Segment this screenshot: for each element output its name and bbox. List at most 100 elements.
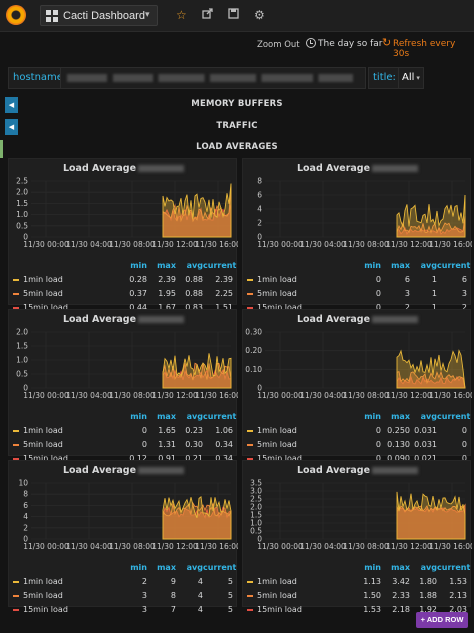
legend-header-current[interactable]: current bbox=[203, 412, 237, 421]
legend-row[interactable]: 15min load 3 7 4 5 bbox=[9, 604, 238, 616]
legend-current: 2.13 bbox=[449, 591, 467, 600]
legend-row[interactable]: 15min load 0.44 1.67 0.83 1.51 bbox=[9, 302, 238, 314]
legend-max: 1.31 bbox=[158, 440, 176, 449]
title-variable-label: title: bbox=[368, 67, 399, 89]
legend-header-max[interactable]: max bbox=[157, 563, 176, 572]
legend-current: 0.34 bbox=[215, 440, 233, 449]
legend-row[interactable]: 5min load 0 3 1 3 bbox=[243, 288, 472, 300]
legend-header-max[interactable]: max bbox=[157, 412, 176, 421]
series-color-swatch bbox=[247, 307, 253, 309]
legend-header-min[interactable]: min bbox=[364, 563, 381, 572]
panel-title[interactable]: Load Average bbox=[243, 465, 472, 476]
row-memory-buffers[interactable]: ◀ MEMORY BUFFERS bbox=[0, 95, 474, 115]
legend-header-current[interactable]: current bbox=[437, 412, 471, 421]
load-average-panel[interactable]: Load Average 2.0 1.5 1.0 0.5 0 11/30 00:00 11/3… bbox=[8, 309, 238, 463]
legend-header-min[interactable]: min bbox=[364, 412, 381, 421]
legend-header-min[interactable]: min bbox=[130, 412, 147, 421]
legend-header-max[interactable]: max bbox=[157, 261, 176, 270]
legend-row[interactable]: 1min load 0 1.65 0.23 1.06 bbox=[9, 425, 238, 437]
legend-header-max[interactable]: max bbox=[391, 261, 410, 270]
refresh-interval[interactable]: Refresh every 30s bbox=[393, 39, 456, 59]
series-name: 5min load bbox=[23, 289, 63, 298]
add-row-button[interactable]: + ADD ROW bbox=[416, 612, 468, 628]
hostname-values-redacted bbox=[67, 74, 353, 82]
y-tick-label: 1.5 bbox=[16, 342, 28, 351]
load-average-panel[interactable]: Load Average 0.30 0.20 0.10 0 11/30 00:00 11/3… bbox=[242, 309, 472, 463]
load-average-panel[interactable]: Load Average 3.5 3.0 2.5 2.0 1.5 1.0 0.5 0 11/30 … bbox=[242, 460, 472, 614]
row-traffic[interactable]: ◀ TRAFFIC bbox=[0, 117, 474, 137]
redacted-host bbox=[372, 467, 419, 474]
legend-header-avg[interactable]: avg bbox=[186, 412, 203, 421]
zoom-out-button[interactable]: Zoom Out bbox=[257, 40, 300, 50]
legend-header-avg[interactable]: avg bbox=[420, 563, 437, 572]
legend-header-min[interactable]: min bbox=[364, 261, 381, 270]
legend-row[interactable]: 1min load 2 9 4 5 bbox=[9, 576, 238, 588]
panel-title[interactable]: Load Average bbox=[243, 314, 472, 325]
legend-header-max[interactable]: max bbox=[391, 563, 410, 572]
legend-header-current[interactable]: current bbox=[437, 563, 471, 572]
share-icon[interactable] bbox=[202, 8, 213, 22]
legend-row[interactable]: 1min load 1.13 3.42 1.80 1.53 bbox=[243, 576, 472, 588]
legend-header-min[interactable]: min bbox=[130, 261, 147, 270]
y-tick-label: 0.5 bbox=[16, 221, 28, 230]
title-variable-select[interactable]: All ▾ bbox=[398, 67, 424, 89]
legend-row[interactable]: 15min load 0.12 0.91 0.21 0.34 bbox=[9, 453, 238, 465]
legend-row[interactable]: 5min load 3 8 4 5 bbox=[9, 590, 238, 602]
load-average-panel[interactable]: Load Average 10 8 6 4 2 0 11/30 00:00 11/30 04:0… bbox=[8, 460, 238, 614]
legend-row[interactable]: 5min load 0 1.31 0.30 0.34 bbox=[9, 439, 238, 451]
legend-row[interactable]: 5min load 0 0.130 0.031 0 bbox=[243, 439, 472, 451]
legend-header-current[interactable]: current bbox=[203, 563, 237, 572]
star-icon[interactable]: ☆ bbox=[176, 8, 187, 22]
series-color-swatch bbox=[247, 581, 253, 583]
gear-icon[interactable]: ⚙ bbox=[254, 8, 265, 22]
panel-title[interactable]: Load Average bbox=[9, 314, 238, 325]
x-tick-label: 11/30 12:00 bbox=[152, 542, 198, 551]
panel-title[interactable]: Load Average bbox=[243, 163, 472, 174]
load-average-panel[interactable]: Load Average 2.5 2.0 1.5 1.0 0.5 0 11/30 00:00 1… bbox=[8, 158, 238, 312]
legend-row[interactable]: 1min load 0.28 2.39 0.88 2.39 bbox=[9, 274, 238, 286]
legend-header-current[interactable]: current bbox=[437, 261, 471, 270]
legend-header-current[interactable]: current bbox=[203, 261, 237, 270]
legend-row[interactable]: 5min load 0.37 1.95 0.88 2.25 bbox=[9, 288, 238, 300]
y-tick-label: 10 bbox=[18, 479, 28, 488]
collapse-row-button[interactable]: ◀ bbox=[5, 119, 18, 135]
collapse-row-button[interactable]: ◀ bbox=[5, 97, 18, 113]
legend-header-avg[interactable]: avg bbox=[186, 261, 203, 270]
time-range-picker[interactable]: The day so far bbox=[318, 39, 383, 49]
load-series-group bbox=[396, 491, 466, 540]
legend-row[interactable]: 15min load 0 2 1 2 bbox=[243, 302, 472, 314]
legend-header-min[interactable]: min bbox=[130, 563, 147, 572]
legend-current: 3 bbox=[461, 289, 467, 298]
panel-title[interactable]: Load Average bbox=[9, 163, 238, 174]
legend-header-avg[interactable]: avg bbox=[420, 412, 437, 421]
legend-row[interactable]: 1min load 0 6 1 6 bbox=[243, 274, 472, 286]
grafana-logo-icon[interactable] bbox=[6, 5, 26, 25]
legend-row[interactable]: 15min load 1.53 2.18 1.92 2.03 bbox=[243, 604, 472, 616]
panel-title[interactable]: Load Average bbox=[9, 465, 238, 476]
dashboard-picker-button[interactable]: Cacti Dashboard ▾ bbox=[40, 5, 158, 26]
legend-row[interactable]: 5min load 1.50 2.33 1.88 2.13 bbox=[243, 590, 472, 602]
series-area-5min-load bbox=[396, 215, 466, 238]
legend-row[interactable]: 15min load 0 0.090 0.021 0 bbox=[243, 453, 472, 465]
legend-header-avg[interactable]: avg bbox=[420, 261, 437, 270]
legend-current: 5 bbox=[227, 591, 233, 600]
legend-header-max[interactable]: max bbox=[391, 412, 410, 421]
save-icon[interactable] bbox=[228, 8, 239, 22]
legend-row[interactable]: 1min load 0 0.250 0.031 0 bbox=[243, 425, 472, 437]
legend-header-avg[interactable]: avg bbox=[186, 563, 203, 572]
row-load-averages[interactable]: LOAD AVERAGES bbox=[0, 138, 474, 158]
hostname-variable-select[interactable] bbox=[60, 67, 366, 89]
legend-min: 0.28 bbox=[129, 275, 147, 284]
y-tick-label: 2.5 bbox=[250, 495, 262, 504]
legend-current: 6 bbox=[461, 275, 467, 284]
legend-max: 0.130 bbox=[387, 440, 410, 449]
series-area-1min-load bbox=[396, 349, 466, 389]
load-average-panel[interactable]: Load Average 8 6 4 2 0 11/30 00:00 11/30 04:00 1… bbox=[242, 158, 472, 312]
y-tick-label: 4 bbox=[257, 205, 262, 214]
